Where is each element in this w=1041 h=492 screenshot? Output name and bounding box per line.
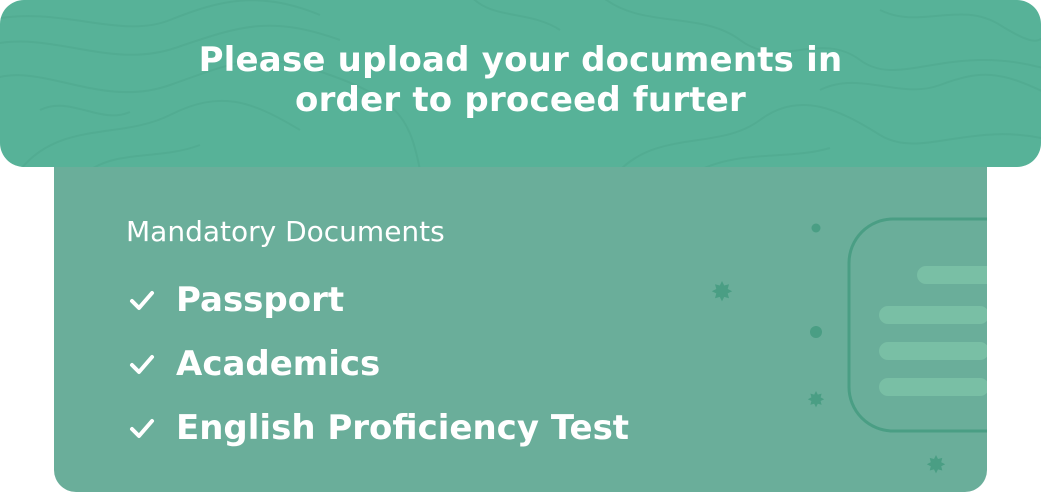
checkmark-icon — [130, 355, 154, 374]
checkmark-icon — [130, 291, 154, 310]
document-label: Passport — [176, 280, 345, 320]
page-title-line-2: order to proceed furter — [295, 80, 746, 120]
document-label: Academics — [176, 344, 381, 384]
checkmark-icon — [130, 419, 154, 438]
list-item-english-proficiency-test: English Proficiency Test — [126, 396, 629, 460]
page-title-line-1: Please upload your documents in — [198, 40, 843, 80]
list-item-academics: Academics — [126, 332, 629, 396]
mandatory-documents-heading: Mandatory Documents — [126, 215, 445, 248]
documents-card — [54, 140, 987, 492]
header-banner: Please upload your documents in order to… — [0, 0, 1041, 167]
page-title: Please upload your documents in order to… — [0, 40, 1041, 120]
list-item-passport: Passport — [126, 268, 629, 332]
topographic-pattern-icon — [0, 0, 1041, 167]
documents-list: Passport Academics English Proficiency T… — [126, 268, 629, 460]
document-label: English Proficiency Test — [176, 408, 630, 448]
